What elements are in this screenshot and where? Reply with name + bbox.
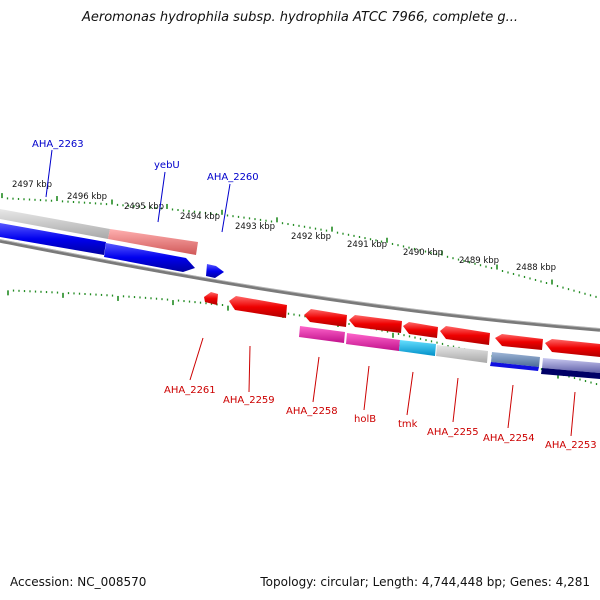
topology-summary: Topology: circular; Length: 4,744,448 bp…	[260, 575, 590, 589]
gene-label[interactable]: AHA_2261	[164, 385, 216, 396]
gene-forward-2[interactable]	[104, 243, 195, 272]
scale-label: 2497 kbp	[12, 180, 52, 190]
forward-leader-lines	[45, 149, 231, 233]
scale-label: 2494 kbp	[180, 212, 220, 222]
band-blue	[490, 362, 539, 371]
gene-holB[interactable]	[349, 315, 402, 333]
gene-label[interactable]: tmk	[398, 419, 418, 430]
scale-label: 2492 kbp	[291, 232, 331, 242]
genome-backbone	[0, 239, 600, 332]
gene-label[interactable]: yebU	[154, 160, 180, 171]
gene-AHA_2255[interactable]	[440, 326, 490, 345]
accession-text: Accession: NC_008570	[10, 575, 147, 589]
band-magenta-2	[346, 333, 400, 351]
map-title: Aeromonas hydrophila subsp. hydrophila A…	[81, 10, 519, 25]
scale-label: 2491 kbp	[347, 240, 387, 250]
gene-label[interactable]: AHA_2254	[483, 433, 535, 444]
gene-forward-1[interactable]	[0, 223, 106, 255]
scale-label: 2493 kbp	[235, 222, 275, 232]
gene-label[interactable]: AHA_2253	[545, 440, 597, 451]
scale-label: 2490 kbp	[403, 248, 443, 258]
scale-label: 2488 kbp	[516, 263, 556, 273]
band-navy	[541, 368, 600, 379]
gene-label[interactable]: AHA_2258	[286, 406, 338, 417]
gene-label[interactable]: AHA_2255	[427, 427, 479, 438]
band-magenta	[299, 326, 345, 343]
band-cyan	[399, 340, 436, 356]
gene-label[interactable]: AHA_2260	[207, 172, 259, 183]
gene-AHA_2260[interactable]	[206, 264, 224, 278]
forward-strand-track	[0, 209, 224, 278]
reverse-strand-track	[204, 292, 600, 379]
gene-tmk[interactable]	[403, 322, 438, 338]
gene-AHA_2254[interactable]	[495, 334, 543, 350]
reverse-leader-lines	[189, 337, 576, 437]
gene-yebU[interactable]	[108, 229, 198, 255]
band-steel	[491, 352, 540, 367]
gene-AHA_2261[interactable]	[204, 292, 218, 305]
scale-label: 2489 kbp	[459, 256, 499, 266]
gene-AHA_2259[interactable]	[229, 296, 287, 318]
scale-ticks-outer	[1, 193, 597, 298]
genome-backbone-highlight	[0, 239, 600, 329]
gene-AHA_2258[interactable]	[304, 309, 347, 327]
reverse-gene-labels: AHA_2261 AHA_2259 AHA_2258 holB tmk AHA_…	[164, 385, 597, 451]
forward-gene-labels: AHA_2263 yebU AHA_2260	[32, 139, 259, 183]
scale-label: 2496 kbp	[67, 192, 107, 202]
gene-label[interactable]: AHA_2259	[223, 395, 275, 406]
band-grey	[436, 345, 488, 363]
gene-AHA_2253[interactable]	[545, 339, 600, 357]
gene-AHA_2263[interactable]	[0, 209, 110, 239]
gene-label[interactable]: AHA_2263	[32, 139, 84, 150]
gene-label[interactable]: holB	[354, 414, 376, 425]
scale-label: 2495 kbp	[124, 202, 164, 212]
scale-labels: 2497 kbp 2496 kbp 2495 kbp 2494 kbp 2493…	[12, 180, 556, 273]
